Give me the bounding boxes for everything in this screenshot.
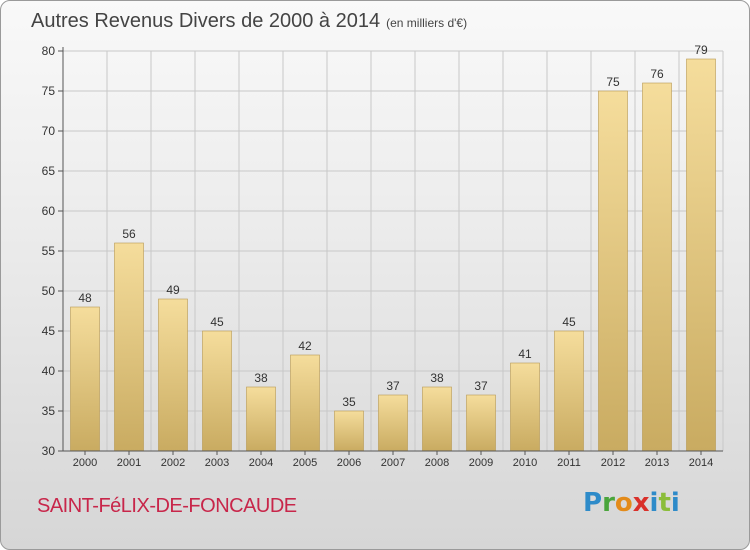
x-tick-label-2002: 2002 xyxy=(161,457,185,469)
data-label-2007: 37 xyxy=(386,379,400,393)
data-label-2013: 76 xyxy=(650,67,664,81)
data-label-2005: 42 xyxy=(298,339,312,353)
data-label-2006: 35 xyxy=(342,395,356,409)
y-tick-label: 50 xyxy=(42,284,56,298)
x-tick-label-2011: 2011 xyxy=(557,457,581,469)
bar-2013 xyxy=(642,82,672,452)
y-tick-label: 45 xyxy=(42,324,56,338)
x-tick-label-2014: 2014 xyxy=(689,457,713,469)
y-tick-label: 35 xyxy=(42,404,56,418)
bar-2000 xyxy=(70,306,100,452)
x-tick-label-2013: 2013 xyxy=(645,457,669,469)
logo-letter: i xyxy=(670,488,680,518)
data-label-2009: 37 xyxy=(474,379,488,393)
bar-2006 xyxy=(334,410,364,452)
logo-letter: i xyxy=(649,488,659,518)
x-tick-label-2000: 2000 xyxy=(73,457,97,469)
chart-unit-label: (en milliers d'€) xyxy=(386,16,468,30)
x-tick-label-2006: 2006 xyxy=(337,457,361,469)
y-tick-label: 65 xyxy=(42,164,56,178)
x-tick-label-2007: 2007 xyxy=(381,457,405,469)
x-tick-label-2003: 2003 xyxy=(205,457,229,469)
logo-letter: x xyxy=(632,488,650,518)
y-tick-label: 75 xyxy=(42,84,56,98)
bar-2007 xyxy=(378,394,408,452)
y-tick-label: 30 xyxy=(42,444,56,458)
proxiti-logo[interactable]: Proxiti xyxy=(583,488,680,518)
y-tick-label: 80 xyxy=(42,44,56,58)
x-tick-label-2009: 2009 xyxy=(469,457,493,469)
data-label-2002: 49 xyxy=(166,283,180,297)
chart-title: Autres Revenus Divers de 2000 à 2014 (en … xyxy=(31,10,467,33)
data-label-2011: 45 xyxy=(562,315,576,329)
bar-2005 xyxy=(290,354,320,452)
y-tick-label: 70 xyxy=(42,124,56,138)
data-label-2001: 56 xyxy=(122,227,136,241)
axes-group xyxy=(58,47,723,455)
data-label-2004: 38 xyxy=(254,371,268,385)
bar-2014 xyxy=(686,58,716,452)
y-tick-label: 55 xyxy=(42,244,56,258)
data-label-2000: 48 xyxy=(78,291,92,305)
bar-2011 xyxy=(554,330,584,452)
commune-name: SAINT-FéLIX-DE-FONCAUDE xyxy=(37,495,297,517)
bar-2001 xyxy=(114,242,144,452)
data-label-2008: 38 xyxy=(430,371,444,385)
bar-2009 xyxy=(466,394,496,452)
bar-2002 xyxy=(158,298,188,452)
data-label-2003: 45 xyxy=(210,315,224,329)
bar-2012 xyxy=(598,90,628,452)
chart-title-text: Autres Revenus Divers de 2000 à 2014 xyxy=(31,10,381,32)
data-label-2012: 75 xyxy=(606,75,620,89)
x-tick-label-2008: 2008 xyxy=(425,457,449,469)
logo-letter: r xyxy=(602,488,615,518)
y-tick-label: 60 xyxy=(42,204,56,218)
x-tick-label-2010: 2010 xyxy=(513,457,537,469)
data-label-2014: 79 xyxy=(694,43,708,57)
bar-2008 xyxy=(422,386,452,452)
bar-2003 xyxy=(202,330,232,452)
x-tick-label-2001: 2001 xyxy=(117,457,141,469)
y-tick-label: 40 xyxy=(42,364,56,378)
x-tick-label-2005: 2005 xyxy=(293,457,317,469)
bar-2010 xyxy=(510,362,540,452)
bar-2004 xyxy=(246,386,276,452)
labels-group: 30 35 40 45 50 55 60 65 70 75 80 48 2000 56 2001 49 2002… xyxy=(42,43,714,469)
x-tick-label-2004: 2004 xyxy=(249,457,273,469)
bars-group xyxy=(70,58,716,452)
logo-letter: o xyxy=(614,488,633,518)
x-tick-label-2012: 2012 xyxy=(601,457,625,469)
logo-letter: t xyxy=(658,488,671,518)
logo-letter: P xyxy=(583,488,603,518)
data-label-2010: 41 xyxy=(518,347,532,361)
